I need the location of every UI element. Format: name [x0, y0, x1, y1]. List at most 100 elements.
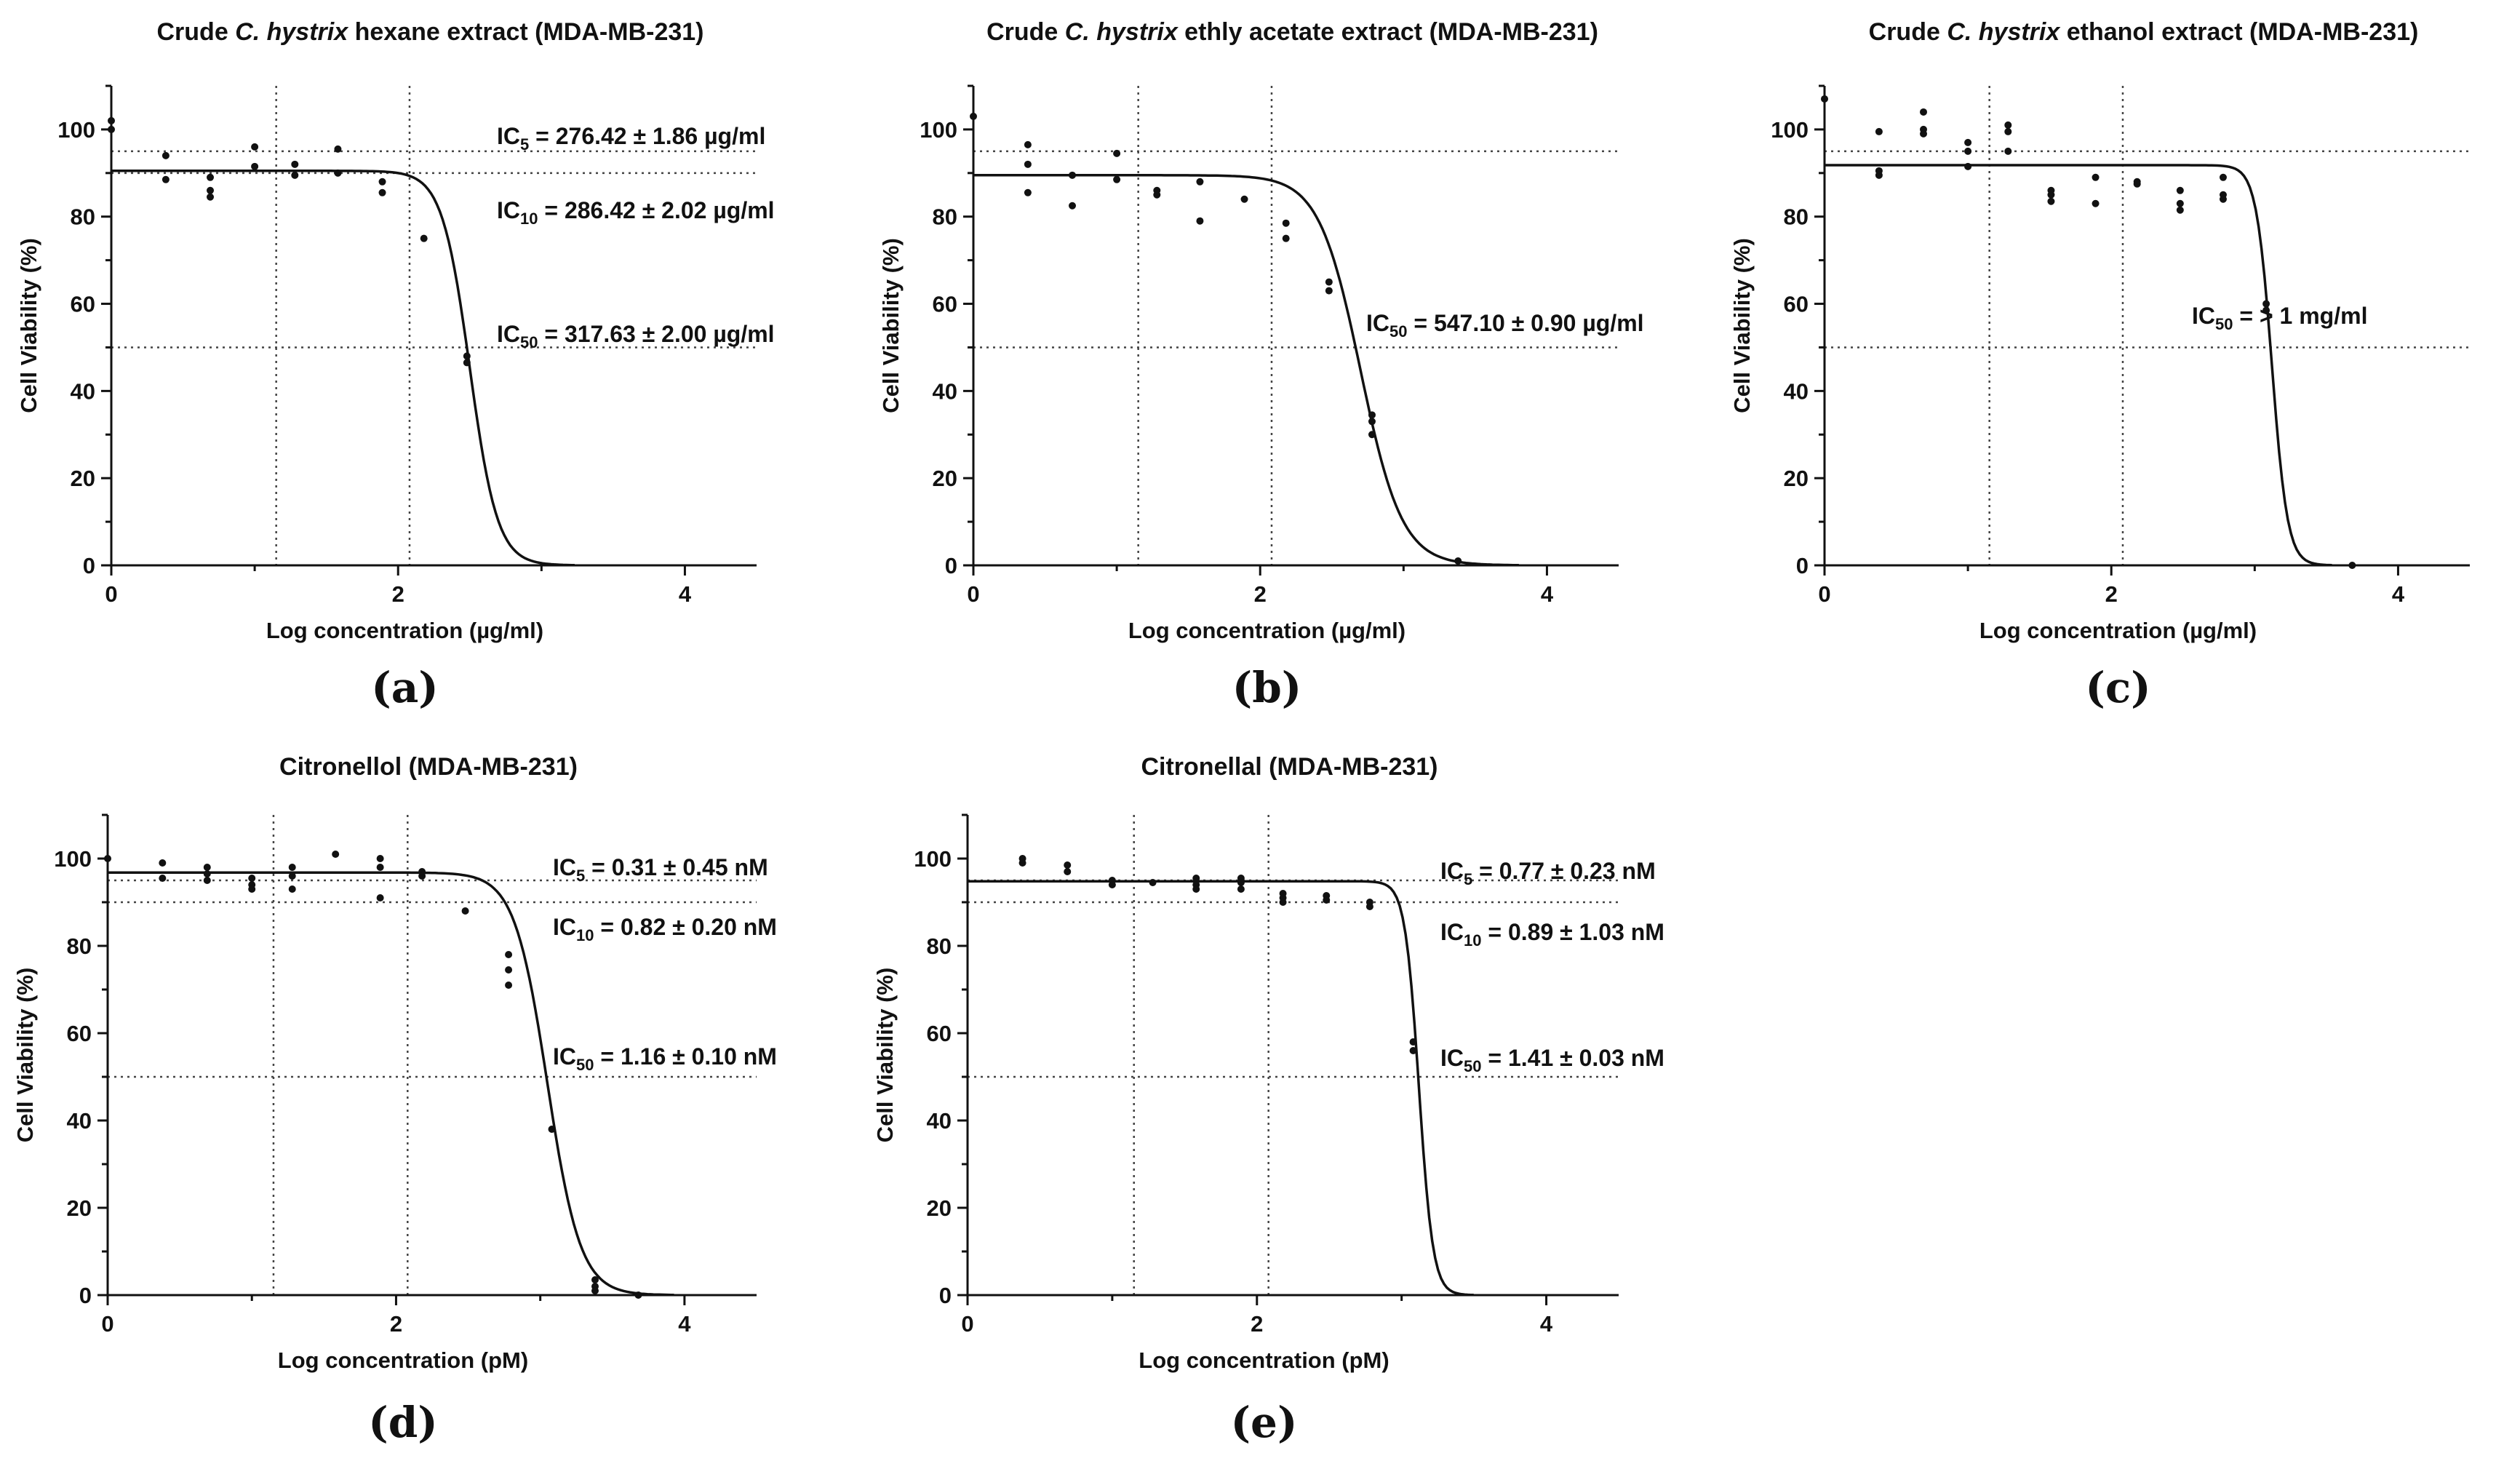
- ic-annotation-subscript: 10: [1464, 931, 1481, 950]
- data-point: [1409, 1038, 1417, 1046]
- y-axis-label: Cell Viability (%): [16, 238, 41, 413]
- ic-annotation-subscript: 50: [576, 1056, 594, 1074]
- data-point: [203, 870, 211, 877]
- ic-annotation-value: = 276.42 ± 1.86 µg/ml: [529, 123, 765, 149]
- data-point: [1964, 147, 1972, 155]
- data-point: [505, 966, 513, 974]
- data-point: [2176, 186, 2184, 194]
- ic-annotation-value: = 1.41 ± 0.03 nM: [1481, 1045, 1664, 1071]
- data-point: [1368, 431, 1376, 439]
- x-tick-label: 4: [1540, 1311, 1553, 1337]
- x-axis-label: Log concentration (pM): [278, 1347, 528, 1373]
- data-point: [1964, 138, 1972, 146]
- y-axis-label: Cell Viability (%): [878, 238, 904, 413]
- y-tick-label: 40: [71, 378, 95, 404]
- data-point: [207, 186, 215, 194]
- data-point: [108, 116, 115, 124]
- data-point: [2348, 562, 2356, 569]
- data-point: [1875, 127, 1883, 135]
- data-point: [2176, 199, 2184, 207]
- fit-curve: [973, 174, 1519, 567]
- data-point: [1024, 188, 1032, 196]
- data-point: [970, 112, 977, 120]
- data-point: [1192, 885, 1200, 893]
- ic-annotation: IC10 = 0.89 ± 1.03 nM: [1440, 919, 1664, 950]
- panel-label: (c): [2085, 663, 2150, 712]
- data-point: [2092, 173, 2100, 181]
- chart-title-species: C. hystrix: [235, 18, 349, 46]
- data-point: [1237, 879, 1245, 886]
- chart-title: Citronellal (MDA-MB-231): [1141, 753, 1438, 781]
- ic-annotation-subscript: 50: [1389, 322, 1407, 341]
- data-point: [162, 175, 170, 183]
- x-tick-label: 0: [967, 581, 979, 607]
- ic-annotation: IC50 = > 1 mg/ml: [2192, 303, 2367, 333]
- data-point: [108, 125, 115, 133]
- data-point: [159, 859, 167, 867]
- data-point: [1964, 162, 1972, 170]
- y-tick-label: 80: [933, 204, 957, 230]
- x-tick-label: 4: [679, 581, 692, 607]
- ic-annotation-subscript: 10: [576, 926, 594, 944]
- data-point: [1069, 171, 1077, 179]
- ic-annotation: IC5 = 0.77 ± 0.23 nM: [1440, 858, 1656, 888]
- data-point: [1368, 418, 1376, 426]
- ic-annotation: IC50 = 1.16 ± 0.10 nM: [553, 1043, 777, 1074]
- panel-label: (b): [1232, 663, 1301, 712]
- x-axis-label: Log concentration (pM): [1139, 1347, 1389, 1373]
- y-tick-label: 80: [927, 933, 952, 959]
- data-point: [207, 193, 215, 201]
- data-point: [1018, 859, 1026, 867]
- data-point: [248, 875, 256, 882]
- y-tick-label: 100: [1771, 117, 1809, 143]
- ic-annotation-value: = 1.16 ± 0.10 nM: [594, 1043, 776, 1070]
- chart-panel-c: 0 20 40 60 80 100 0 2 4 Log concentration (µg/ml)…: [1729, 18, 2470, 712]
- x-tick-label: 2: [2105, 581, 2118, 607]
- ic-annotation: IC10 = 0.82 ± 0.20 nM: [553, 914, 777, 944]
- data-point: [591, 1276, 599, 1283]
- data-point: [288, 872, 296, 880]
- data-point: [1325, 278, 1333, 286]
- data-point: [1240, 195, 1248, 203]
- ic-annotation-prefix: IC: [553, 854, 576, 880]
- ic-annotation-value: = 317.63 ± 2.00 µg/ml: [538, 321, 774, 347]
- data-point: [332, 851, 340, 858]
- ic-annotation: IC50 = 547.10 ± 0.90 µg/ml: [1366, 310, 1644, 341]
- x-tick-label: 0: [105, 581, 117, 607]
- data-point: [288, 885, 296, 893]
- y-tick-label: 40: [67, 1108, 92, 1134]
- data-point: [207, 173, 215, 181]
- y-tick-label: 80: [1784, 204, 1809, 230]
- y-tick-label: 60: [933, 292, 957, 317]
- data-point: [1325, 287, 1333, 295]
- ic-annotation-prefix: IC: [1366, 310, 1389, 336]
- y-tick-label: 60: [71, 292, 95, 317]
- ic-annotation: IC10 = 286.42 ± 2.02 µg/ml: [497, 197, 775, 228]
- data-point: [505, 982, 513, 989]
- y-tick-label: 100: [54, 846, 92, 872]
- data-point: [2219, 195, 2227, 203]
- data-point: [1237, 885, 1245, 893]
- chart-title-text: ethly acetate extract (MDA-MB-231): [1178, 18, 1598, 46]
- ic-annotation-prefix: IC: [2192, 303, 2215, 329]
- ic-annotation-subscript: 5: [1464, 870, 1472, 888]
- data-point: [376, 894, 384, 901]
- ic-annotation: IC5 = 0.31 ± 0.45 nM: [553, 854, 768, 885]
- data-point: [1323, 896, 1331, 904]
- data-point: [1279, 899, 1287, 906]
- data-point: [1149, 879, 1157, 886]
- ic-annotation-prefix: IC: [553, 1043, 576, 1070]
- data-point: [248, 885, 256, 893]
- chart-title-text: Citronellal (MDA-MB-231): [1141, 753, 1438, 781]
- data-point: [376, 855, 384, 862]
- fit-curve: [1825, 164, 2332, 567]
- data-point: [420, 234, 428, 242]
- data-point: [334, 145, 342, 153]
- data-point: [251, 162, 259, 170]
- ic-annotation-subscript: 50: [520, 333, 538, 351]
- data-point: [1113, 175, 1121, 183]
- panel-label: (e): [1231, 1398, 1298, 1447]
- x-tick-label: 2: [1254, 581, 1267, 607]
- y-tick-label: 0: [1796, 553, 1809, 578]
